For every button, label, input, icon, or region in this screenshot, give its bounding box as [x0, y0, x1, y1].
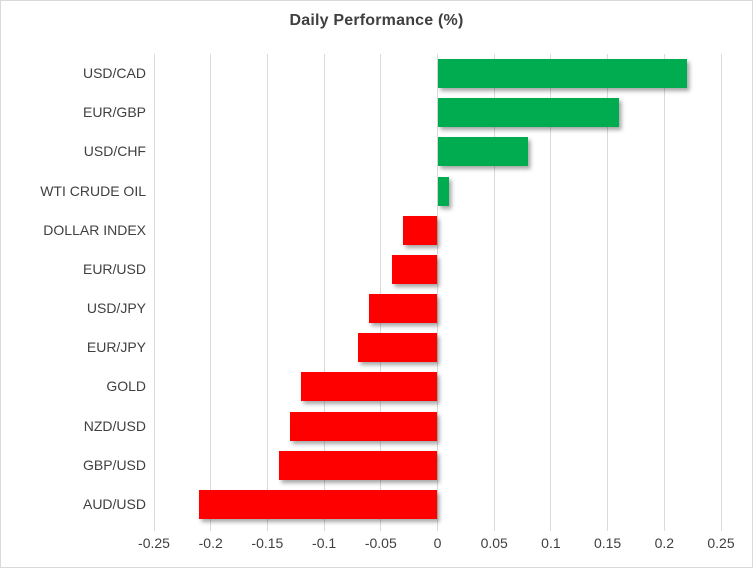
bar-eur-usd	[392, 254, 438, 284]
gridline	[266, 54, 268, 524]
x-tick-label-m0.25: -0.25	[138, 535, 170, 551]
bar-usd-jpy	[369, 294, 438, 324]
category-label-eur-jpy: EUR/JPY	[86, 339, 146, 356]
x-axis-tick-mark	[380, 524, 382, 531]
x-axis-tick-mark	[437, 524, 438, 531]
category-label-usd-cad: USD/CAD	[82, 65, 146, 81]
category-label-eur-gbp: EUR/GBP	[82, 104, 146, 121]
category-label-usd-jpy: USD/JPY	[86, 300, 146, 316]
x-tick-label-m0.1: -0.1	[312, 535, 337, 551]
x-axis-tick-mark	[493, 524, 495, 531]
x-tick-label-0.15: 0.15	[593, 535, 622, 551]
bar-usd-cad	[437, 59, 687, 89]
gridline	[720, 54, 722, 524]
x-axis-tick-mark	[153, 524, 155, 531]
x-tick-label-0.2: 0.2	[654, 535, 675, 551]
category-label-wti-crude-oil: WTI CRUDE OIL	[40, 182, 146, 199]
bar-gbp-usd	[278, 450, 438, 480]
gridline	[493, 54, 495, 524]
bar-gold	[301, 372, 438, 402]
x-axis-tick-mark	[607, 524, 609, 531]
x-tick-label-0: 0	[433, 535, 442, 551]
bar-nzd-usd	[290, 411, 438, 441]
gridline	[380, 54, 382, 524]
bar-eur-gbp	[437, 98, 619, 128]
category-label-usd-chf: USD/CHF	[83, 143, 146, 160]
bar-wti-crude-oil	[437, 176, 449, 206]
gridline	[607, 54, 609, 524]
category-label-gold: GOLD	[106, 378, 146, 395]
gridline	[437, 54, 438, 524]
category-label-nzd-usd: NZD/USD	[83, 417, 146, 434]
x-tick-label-m0.2: -0.2	[198, 535, 223, 551]
gridline	[550, 54, 552, 524]
x-axis-tick-mark	[550, 524, 552, 531]
x-axis-tick-mark	[720, 524, 722, 531]
gridline	[210, 54, 212, 524]
category-label-dollar-index: DOLLAR INDEX	[43, 221, 146, 238]
category-label-eur-usd: EUR/USD	[82, 260, 146, 277]
x-tick-label-m0.05: -0.05	[364, 535, 397, 551]
x-tick-label-0.05: 0.05	[480, 535, 508, 551]
x-tick-label-0.25: 0.25	[707, 535, 735, 551]
gridline	[153, 54, 155, 524]
bar-eur-jpy	[358, 333, 438, 363]
category-label-gbp-usd: GBP/USD	[82, 456, 146, 473]
x-tick-label-0.1: 0.1	[541, 535, 561, 551]
x-tick-label-m0.15: -0.15	[251, 535, 284, 551]
x-axis-tick-mark	[210, 524, 212, 531]
x-axis-tick-mark	[323, 524, 325, 531]
bar-usd-chf	[437, 137, 529, 167]
category-label-aud-usd: AUD/USD	[82, 495, 146, 512]
bar-aud-usd	[199, 489, 438, 519]
x-axis-tick-mark	[663, 524, 665, 531]
chart-title: Daily Performance (%)	[289, 12, 464, 29]
bar-dollar-index	[403, 215, 438, 245]
gridline	[663, 54, 665, 524]
plot-area	[153, 54, 722, 531]
x-axis-tick-mark	[266, 524, 268, 531]
gridline	[323, 54, 325, 524]
